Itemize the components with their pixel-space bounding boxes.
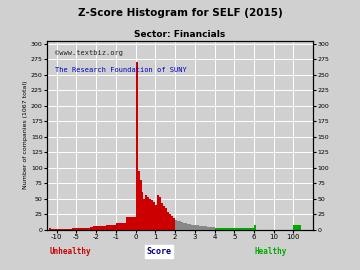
Bar [157, 195, 159, 230]
Bar [248, 228, 250, 230]
Bar [203, 227, 205, 230]
Bar [155, 205, 157, 230]
Text: Unhealthy: Unhealthy [49, 247, 91, 256]
Bar [152, 200, 153, 230]
Bar [246, 228, 248, 230]
Bar [171, 216, 173, 229]
Text: The Research Foundation of SUNY: The Research Foundation of SUNY [55, 67, 186, 73]
Bar [191, 225, 193, 230]
Bar [230, 228, 232, 230]
Bar [234, 228, 236, 230]
Bar [216, 228, 219, 230]
Bar [199, 226, 201, 230]
Bar [159, 197, 161, 230]
Bar [254, 225, 256, 229]
Bar [215, 228, 216, 230]
Text: Sector: Financials: Sector: Financials [134, 30, 226, 39]
Bar [193, 225, 195, 230]
Bar [144, 198, 145, 230]
Bar [228, 228, 230, 230]
Bar [141, 192, 144, 230]
Bar [232, 228, 234, 230]
Bar [163, 206, 165, 229]
Bar [126, 217, 136, 230]
Bar [145, 195, 148, 230]
Bar [75, 228, 76, 230]
Text: Healthy: Healthy [255, 247, 287, 256]
Bar [238, 228, 240, 230]
Bar [140, 180, 141, 230]
Bar [138, 171, 140, 230]
Bar [189, 224, 191, 230]
Bar [173, 218, 175, 230]
Bar [49, 228, 51, 230]
Bar [185, 223, 187, 230]
Bar [220, 228, 222, 230]
Bar [183, 223, 185, 230]
Bar [252, 228, 254, 230]
Bar [165, 208, 167, 230]
Bar [106, 225, 116, 230]
Bar [175, 220, 177, 230]
Bar [83, 228, 86, 230]
Bar [153, 202, 155, 230]
Y-axis label: Number of companies (1067 total): Number of companies (1067 total) [23, 81, 28, 189]
Bar [212, 227, 215, 230]
Text: ©www.textbiz.org: ©www.textbiz.org [55, 50, 123, 56]
Bar [149, 198, 152, 230]
Bar [222, 228, 224, 230]
Bar [211, 227, 212, 230]
Bar [242, 228, 244, 230]
Bar [179, 221, 181, 229]
Bar [195, 225, 197, 229]
Bar [161, 204, 163, 230]
Bar [167, 212, 169, 230]
Bar [250, 228, 252, 230]
Text: Z-Score Histogram for SELF (2015): Z-Score Histogram for SELF (2015) [78, 8, 282, 18]
Bar [93, 227, 96, 230]
Bar [187, 224, 189, 230]
Bar [205, 227, 207, 230]
Bar [136, 62, 138, 230]
Bar [169, 214, 171, 230]
Bar [244, 228, 246, 230]
Bar [148, 197, 149, 230]
Bar [181, 222, 183, 230]
Bar [236, 228, 238, 230]
Bar [90, 227, 93, 230]
Bar [72, 228, 75, 230]
Bar [293, 225, 301, 230]
Bar [240, 228, 242, 230]
Bar [208, 227, 211, 230]
Bar [76, 228, 80, 230]
Bar [219, 228, 220, 230]
Bar [116, 223, 126, 230]
Bar [86, 228, 90, 230]
Bar [201, 226, 203, 230]
Bar [226, 228, 228, 230]
Bar [80, 228, 83, 230]
Bar [207, 227, 208, 230]
Bar [197, 225, 199, 229]
Bar [96, 226, 106, 230]
Bar [177, 221, 179, 230]
Text: Score: Score [146, 247, 171, 256]
Bar [224, 228, 226, 230]
